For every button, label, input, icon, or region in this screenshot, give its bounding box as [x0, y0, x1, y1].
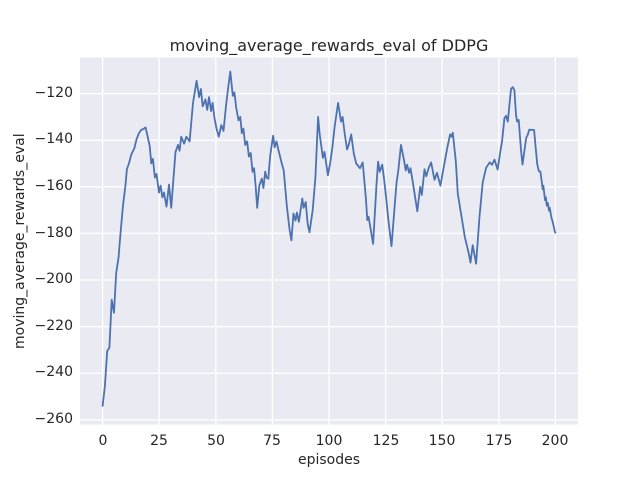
- x-tick-label: 100: [315, 433, 343, 449]
- x-tick-label: 25: [150, 433, 168, 449]
- x-tick-label: 125: [372, 433, 400, 449]
- x-tick-label: 0: [98, 433, 108, 449]
- y-tick-label: −140: [34, 131, 73, 147]
- x-axis-label: episodes: [297, 452, 361, 468]
- y-tick-label: −180: [34, 225, 73, 241]
- x-tick-label: 200: [541, 433, 569, 449]
- x-tick-label: 175: [485, 433, 513, 449]
- x-tick-label: 150: [428, 433, 456, 449]
- chart-title: moving_average_rewards_eval of DDPG: [169, 36, 489, 55]
- reward-line: [101, 70, 557, 407]
- y-tick-label: −120: [34, 85, 73, 101]
- y-tick-label: −200: [34, 271, 73, 287]
- y-tick-label: −240: [34, 364, 73, 380]
- x-tick-label: 75: [263, 433, 281, 449]
- y-tick-label: −260: [34, 411, 73, 427]
- x-tick-label: 50: [207, 433, 225, 449]
- y-tick-label: −220: [34, 318, 73, 334]
- y-tick-label: −160: [34, 178, 73, 194]
